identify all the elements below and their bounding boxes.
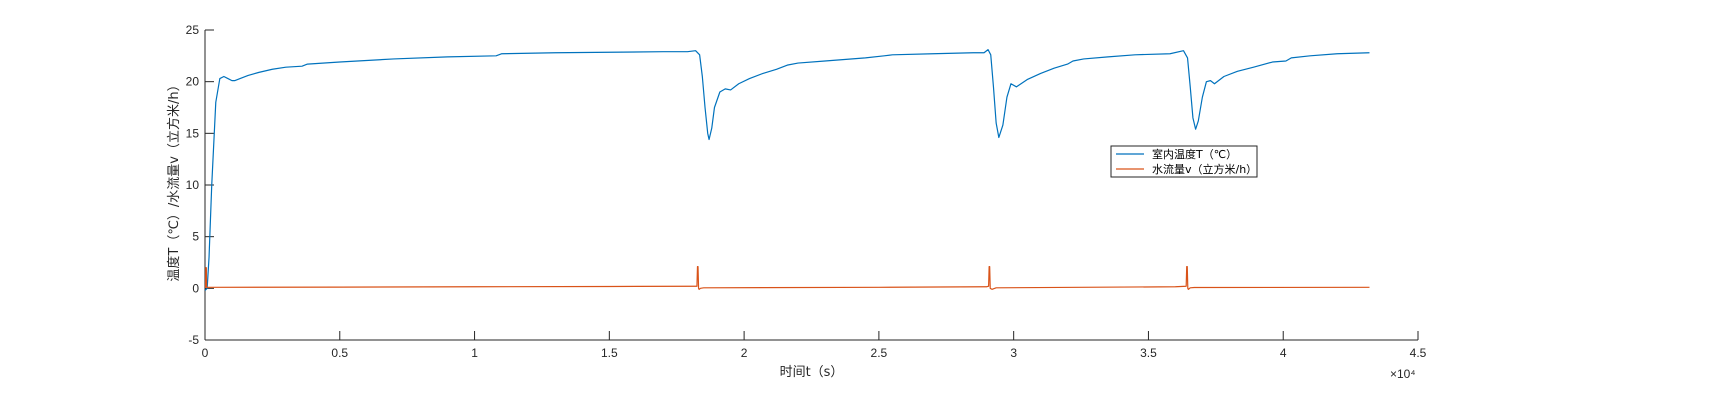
legend-box <box>1110 145 1258 178</box>
series-line-indoor-temperature <box>204 49 1370 291</box>
x-tick-label: 3.5 <box>1140 346 1157 360</box>
y-tick-label: 25 <box>186 23 200 37</box>
x-tick-label: 2 <box>741 346 748 360</box>
x-axis-title: 时间t（s） <box>780 365 844 380</box>
x-ticks: 0 0.5 1 1.5 2 2.5 3 3.5 4 4.5 <box>202 331 1427 360</box>
y-tick-label: 10 <box>186 178 200 192</box>
y-tick-label: 15 <box>186 126 200 140</box>
x-tick-label: 4.5 <box>1410 346 1427 360</box>
legend-label-indoor-temperature: 室内温度T（℃） <box>1152 147 1237 161</box>
y-axis-title: 温度T（℃）/水流量v（立方米/h） <box>166 78 182 281</box>
series-group <box>204 49 1370 291</box>
series-line-water-flow <box>204 266 1370 290</box>
x-tick-label: 1.5 <box>601 346 618 360</box>
x-tick-label: 3 <box>1010 346 1017 360</box>
y-tick-label: -5 <box>188 333 199 347</box>
y-ticks: -5 0 5 10 15 20 25 <box>186 23 214 347</box>
x-tick-label: 0.5 <box>331 346 348 360</box>
legend: 室内温度T（℃） 水流量v（立方米/h） <box>1110 145 1258 178</box>
y-tick-label: 0 <box>192 281 199 295</box>
x-tick-label: 2.5 <box>871 346 888 360</box>
x-tick-label: 1 <box>471 346 478 360</box>
legend-label-water-flow: 水流量v（立方米/h） <box>1152 162 1257 176</box>
x-tick-label: 0 <box>202 346 209 360</box>
x-axis-exponent-label: ×10⁴ <box>1390 367 1416 381</box>
y-tick-label: 20 <box>186 75 200 89</box>
x-tick-label: 4 <box>1280 346 1287 360</box>
y-tick-label: 5 <box>192 230 199 244</box>
